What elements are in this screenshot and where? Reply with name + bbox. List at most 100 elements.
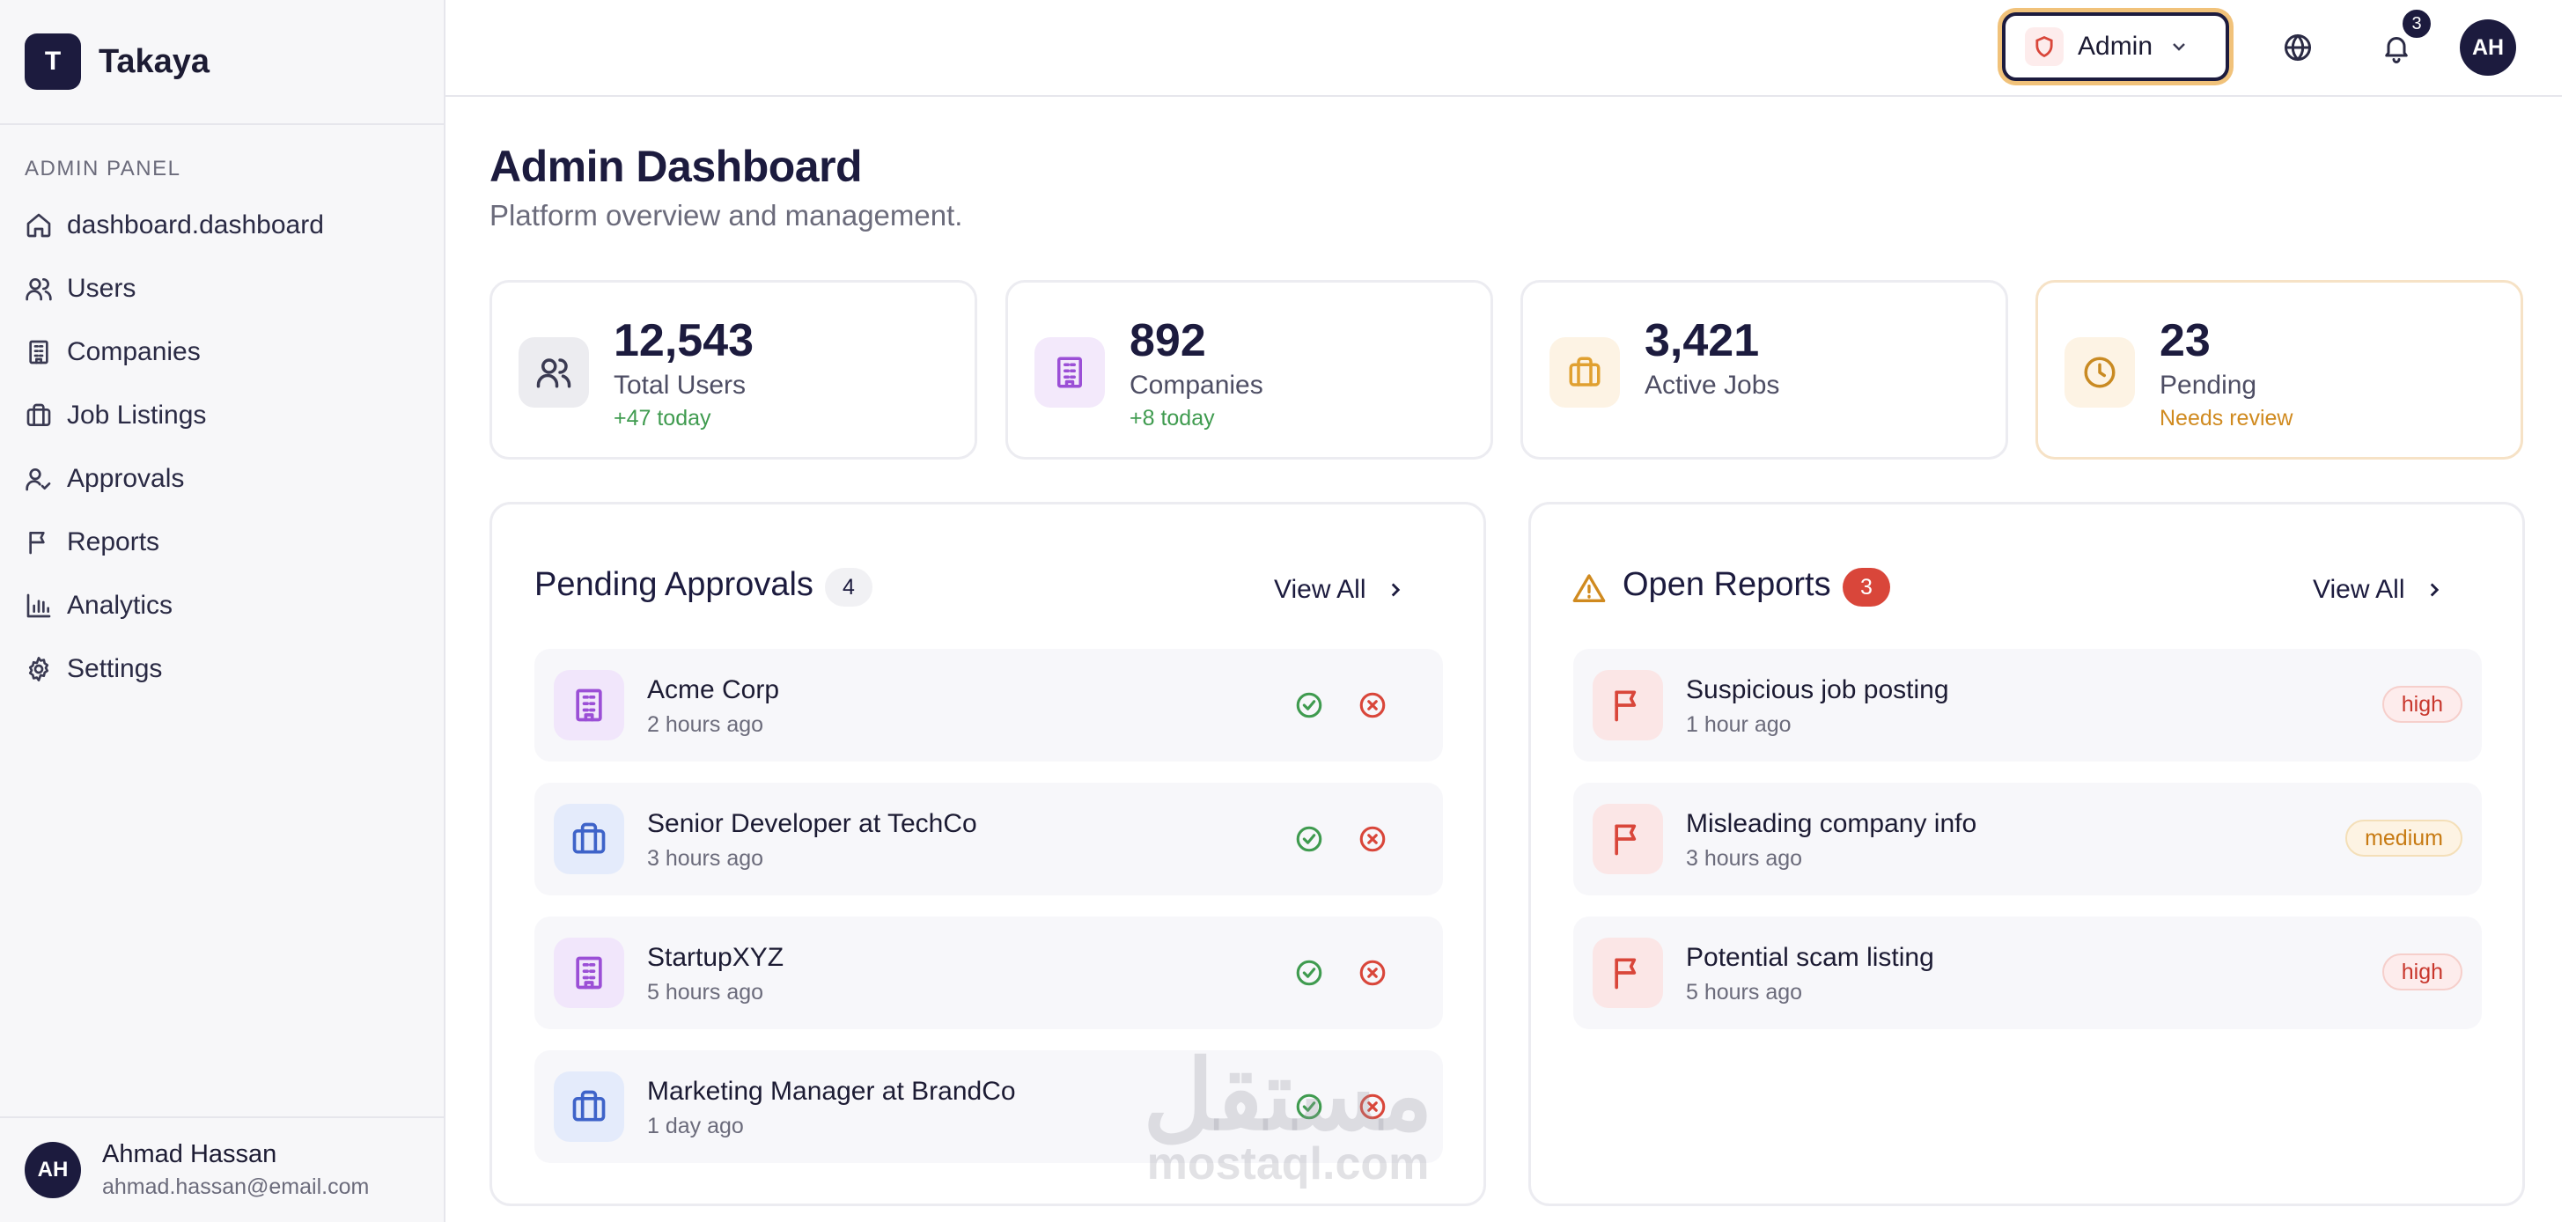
stat-card-companies: 892 Companies +8 today — [1005, 280, 1493, 460]
sidebar-item-label: dashboard.dashboard — [67, 210, 324, 239]
globe-icon — [2285, 34, 2311, 61]
reports-view-all-button[interactable]: View All — [2313, 575, 2446, 605]
briefcase-icon — [26, 403, 51, 426]
report-title: Misleading company info — [1686, 809, 1977, 838]
approval-row[interactable]: Acme Corp 2 hours ago — [534, 649, 1443, 762]
sidebar-item-settings[interactable]: Settings — [0, 637, 444, 701]
avatar: AH — [25, 1142, 81, 1198]
report-row[interactable]: Suspicious job posting 1 hour ago high — [1573, 649, 2482, 762]
sidebar-item-reports[interactable]: Reports — [0, 511, 444, 574]
brand[interactable]: T Takaya — [0, 0, 444, 125]
stat-value: 892 — [1130, 315, 1206, 366]
page-title: Admin Dashboard — [489, 142, 863, 191]
sidebar-item-approvals[interactable]: Approvals — [0, 447, 444, 511]
view-all-label: View All — [1274, 575, 1366, 604]
approve-button[interactable] — [1292, 688, 1327, 723]
x-circle-icon — [1359, 960, 1386, 986]
chevron-down-icon — [2173, 43, 2185, 51]
sidebar-item-dashboard[interactable]: dashboard.dashboard — [0, 194, 444, 257]
sidebar-item-label: Reports — [67, 527, 160, 556]
report-time: 1 hour ago — [1686, 712, 1792, 737]
stat-label: Companies — [1130, 371, 1263, 400]
brand-name: Takaya — [99, 42, 210, 80]
users-icon — [519, 337, 589, 408]
stat-label: Pending — [2160, 371, 2257, 400]
approval-title: Acme Corp — [647, 675, 780, 704]
user-name: Ahmad Hassan — [102, 1140, 277, 1168]
reject-button[interactable] — [1355, 1089, 1390, 1124]
briefcase-icon — [554, 804, 624, 874]
user-avatar-button[interactable]: AH — [2460, 19, 2516, 76]
sidebar-item-analytics[interactable]: Analytics — [0, 574, 444, 637]
reject-button[interactable] — [1355, 821, 1390, 857]
stat-label: Active Jobs — [1645, 371, 1780, 400]
user-email: ahmad.hassan@email.com — [102, 1174, 370, 1199]
panel-title: Pending Approvals — [534, 566, 813, 603]
sidebar-item-companies[interactable]: Companies — [0, 320, 444, 384]
building-icon — [554, 670, 624, 740]
report-title: Potential scam listing — [1686, 943, 1934, 972]
approval-row[interactable]: Senior Developer at TechCo 3 hours ago — [534, 783, 1443, 895]
stat-note: +47 today — [614, 406, 711, 431]
brand-logo: T — [25, 33, 81, 90]
stat-card-total-users: 12,543 Total Users +47 today — [489, 280, 977, 460]
user-check-icon — [26, 468, 51, 491]
pending-approvals-panel: Pending Approvals 4 View All Acme Corp 2… — [489, 502, 1486, 1206]
sidebar-user[interactable]: AH Ahmad Hassan ahmad.hassan@email.com — [0, 1116, 444, 1222]
check-circle-icon — [1296, 826, 1322, 852]
approve-button[interactable] — [1292, 1089, 1327, 1124]
approval-time: 1 day ago — [647, 1114, 744, 1138]
approval-time: 5 hours ago — [647, 980, 764, 1005]
briefcase-icon — [1549, 337, 1620, 408]
flag-icon — [1593, 804, 1663, 874]
approve-button[interactable] — [1292, 955, 1327, 990]
check-circle-icon — [1296, 692, 1322, 718]
x-circle-icon — [1359, 1093, 1386, 1120]
stat-value: 3,421 — [1645, 315, 1760, 366]
severity-badge: high — [2381, 953, 2462, 990]
severity-badge: high — [2381, 686, 2462, 723]
building-icon — [1034, 337, 1105, 408]
sidebar-item-job-listings[interactable]: Job Listings — [0, 384, 444, 447]
users-icon — [26, 278, 52, 301]
clock-icon — [2064, 337, 2135, 408]
severity-badge: medium — [2345, 820, 2462, 857]
flag-icon — [1593, 938, 1663, 1008]
bar-chart-icon — [26, 593, 51, 618]
approval-row[interactable]: Marketing Manager at BrandCo 1 day ago — [534, 1050, 1443, 1163]
stat-label: Total Users — [614, 371, 747, 400]
warning-icon — [1572, 574, 1606, 602]
sidebar-item-label: Settings — [67, 654, 163, 683]
panel-title: Open Reports — [1623, 566, 1831, 603]
approval-row[interactable]: StartupXYZ 5 hours ago — [534, 916, 1443, 1029]
stat-value: 12,543 — [614, 315, 754, 366]
notification-count-badge: 3 — [2400, 7, 2433, 40]
check-circle-icon — [1296, 1093, 1322, 1120]
language-button[interactable] — [2273, 23, 2322, 72]
gear-icon — [28, 657, 49, 681]
building-icon — [554, 938, 624, 1008]
sidebar-item-label: Approvals — [67, 464, 185, 493]
notifications-button[interactable]: 3 — [2372, 7, 2433, 72]
sidebar-item-users[interactable]: Users — [0, 257, 444, 320]
report-row[interactable]: Potential scam listing 5 hours ago high — [1573, 916, 2482, 1029]
open-reports-panel: Open Reports 3 View All Suspicious job p… — [1528, 502, 2525, 1206]
briefcase-icon — [554, 1071, 624, 1142]
stat-note: Needs review — [2160, 406, 2293, 431]
stat-note: +8 today — [1130, 406, 1215, 431]
reject-button[interactable] — [1355, 688, 1390, 723]
sidebar-nav: dashboard.dashboard Users Companies Job … — [0, 194, 444, 701]
approval-time: 2 hours ago — [647, 712, 764, 737]
report-row[interactable]: Misleading company info 3 hours ago medi… — [1573, 783, 2482, 895]
approve-button[interactable] — [1292, 821, 1327, 857]
building-icon — [29, 340, 48, 364]
approval-title: Marketing Manager at BrandCo — [647, 1077, 1016, 1106]
approvals-view-all-button[interactable]: View All — [1274, 575, 1407, 605]
role-switcher-button[interactable]: Admin — [2002, 12, 2229, 81]
report-title: Suspicious job posting — [1686, 675, 1949, 704]
reject-button[interactable] — [1355, 955, 1390, 990]
approvals-count-badge: 4 — [825, 568, 872, 607]
home-icon — [26, 213, 51, 238]
stat-card-pending: 23 Pending Needs review — [2035, 280, 2523, 460]
approval-title: StartupXYZ — [647, 943, 784, 972]
